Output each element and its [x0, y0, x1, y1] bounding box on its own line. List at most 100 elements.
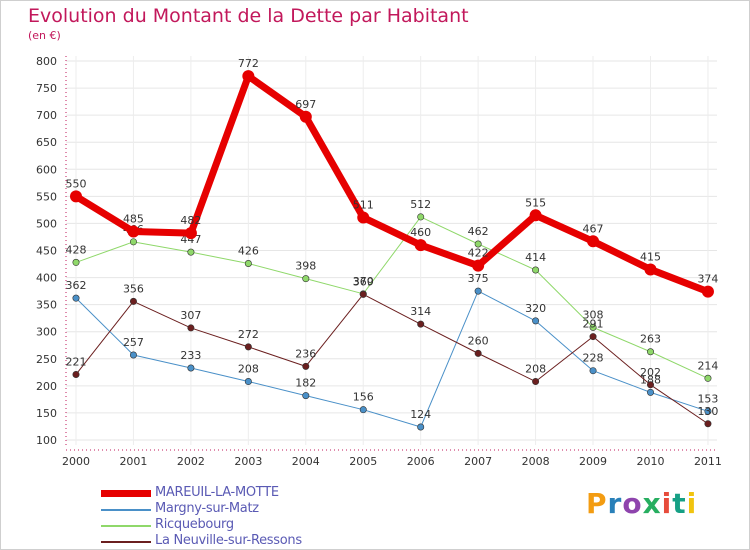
legend-item: Margny-sur-Matz	[101, 501, 361, 517]
logo-letter: o	[622, 487, 643, 520]
data-label: 428	[66, 243, 87, 256]
data-label: 272	[238, 328, 259, 341]
data-label: 130	[697, 405, 718, 418]
legend-swatch	[101, 525, 151, 527]
line-chart: 100 150 200 250 300 350 400 450 500 550 600 650 700 7…	[36, 55, 722, 468]
data-label: 320	[525, 302, 546, 315]
data-label: 257	[123, 336, 144, 349]
data-label: 263	[640, 333, 661, 346]
data-point	[299, 110, 312, 123]
data-label: 485	[123, 213, 144, 226]
logo-letter: P	[586, 487, 608, 520]
proxiti-logo: Proxiti	[586, 487, 697, 520]
data-label: 460	[410, 226, 431, 239]
data-label: 124	[410, 408, 431, 421]
x-tick-label: 2009	[579, 455, 607, 468]
y-tick-label: 600	[36, 163, 57, 176]
data-point	[129, 238, 137, 246]
y-tick-label: 150	[36, 407, 57, 420]
x-tick-label: 2003	[234, 455, 262, 468]
legend-item: MAREUIL-LA-MOTTE	[101, 485, 361, 501]
data-point	[72, 258, 80, 266]
data-point	[646, 348, 654, 356]
data-point	[359, 406, 367, 414]
data-point	[532, 317, 540, 325]
data-label: 153	[697, 392, 718, 405]
y-tick-label: 200	[36, 380, 57, 393]
data-point	[474, 349, 482, 357]
data-label: 307	[180, 309, 201, 322]
data-label: 370	[353, 275, 374, 288]
data-label: 221	[66, 355, 87, 368]
data-point	[417, 320, 425, 328]
data-point	[184, 227, 197, 240]
data-point	[474, 287, 482, 295]
data-point	[129, 297, 137, 305]
x-tick-label: 2010	[637, 455, 665, 468]
data-label: 208	[238, 363, 259, 376]
legend-label: La Neuville-sur-Ressons	[155, 533, 302, 548]
data-point	[529, 209, 542, 222]
data-point	[589, 367, 597, 375]
y-tick-label: 650	[36, 136, 57, 149]
data-point	[72, 294, 80, 302]
x-tick-label: 2005	[349, 455, 377, 468]
data-label: 414	[525, 251, 546, 264]
chart-subtitle: (en €)	[28, 29, 61, 42]
y-tick-label: 500	[36, 217, 57, 230]
data-point	[644, 263, 657, 276]
x-tick-label: 2000	[62, 455, 90, 468]
data-label: 462	[468, 225, 489, 238]
data-point	[704, 407, 712, 415]
data-label: 214	[697, 359, 718, 372]
data-label: 202	[640, 366, 661, 379]
data-point	[417, 213, 425, 221]
data-point	[587, 235, 600, 248]
legend-label: Margny-sur-Matz	[155, 501, 259, 516]
legend-swatch	[101, 541, 151, 543]
logo-letter: t	[672, 487, 687, 520]
data-point	[646, 388, 654, 396]
x-tick-label: 2001	[119, 455, 147, 468]
data-label: 369	[353, 275, 374, 288]
data-label: 515	[525, 196, 546, 209]
data-point	[589, 333, 597, 341]
legend-item: Ricquebourg	[101, 517, 361, 533]
data-point	[589, 323, 597, 331]
data-point	[646, 381, 654, 389]
x-tick-label: 2008	[522, 455, 550, 468]
data-label: 398	[295, 260, 316, 273]
data-label: 208	[525, 363, 546, 376]
y-tick-label: 350	[36, 299, 57, 312]
data-label: 356	[123, 282, 144, 295]
data-point	[302, 275, 310, 283]
data-label: 374	[697, 273, 718, 286]
logo-letter: r	[607, 487, 623, 520]
data-label: 228	[583, 352, 604, 365]
data-point	[532, 266, 540, 274]
data-label: 482	[180, 214, 201, 227]
data-point	[701, 285, 714, 298]
series-line	[74, 72, 710, 295]
y-tick-label: 750	[36, 82, 57, 95]
logo-letter: x	[642, 487, 662, 520]
data-point	[244, 378, 252, 386]
data-point	[704, 420, 712, 428]
data-point	[127, 225, 140, 238]
data-label: 314	[410, 305, 431, 318]
legend-label: MAREUIL-LA-MOTTE	[155, 485, 279, 500]
data-label: 188	[640, 373, 661, 386]
legend: MAREUIL-LA-MOTTE Margny-sur-Matz Ricquebou…	[101, 485, 361, 549]
legend-swatch	[101, 509, 151, 511]
data-label: 236	[295, 347, 316, 360]
data-label: 415	[640, 250, 661, 263]
data-point	[302, 392, 310, 400]
data-label: 182	[295, 377, 316, 390]
data-point	[244, 343, 252, 351]
y-tick-label: 550	[36, 190, 57, 203]
legend-label: Ricquebourg	[155, 517, 234, 532]
data-label: 156	[353, 391, 374, 404]
series-line	[75, 290, 709, 428]
y-tick-label: 450	[36, 245, 57, 258]
